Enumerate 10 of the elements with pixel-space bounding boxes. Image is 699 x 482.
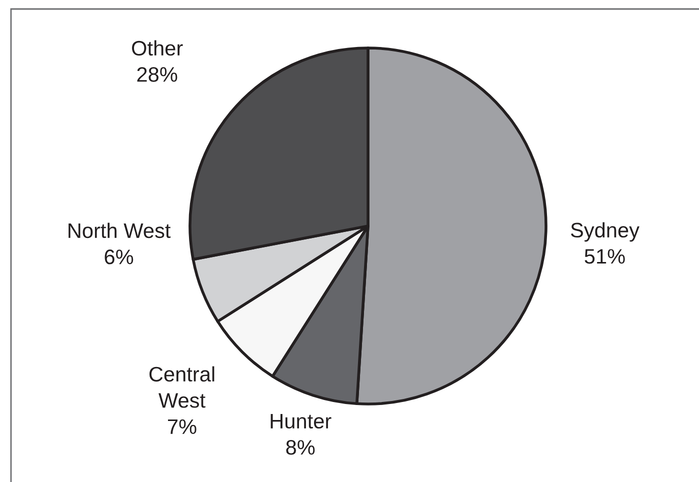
slice-label: Sydney: [570, 222, 640, 242]
slice-label: Other: [132, 40, 183, 56]
data-label: 8%: [286, 440, 315, 455]
data-label: 7%: [168, 419, 196, 434]
slice-label: Hunter: [270, 414, 332, 429]
slice-label: North West: [68, 222, 171, 238]
data-label: 28%: [137, 67, 178, 82]
slice-label: Central West: [149, 366, 214, 408]
data-label: 6%: [104, 250, 134, 264]
data-label: 51%: [584, 249, 625, 264]
